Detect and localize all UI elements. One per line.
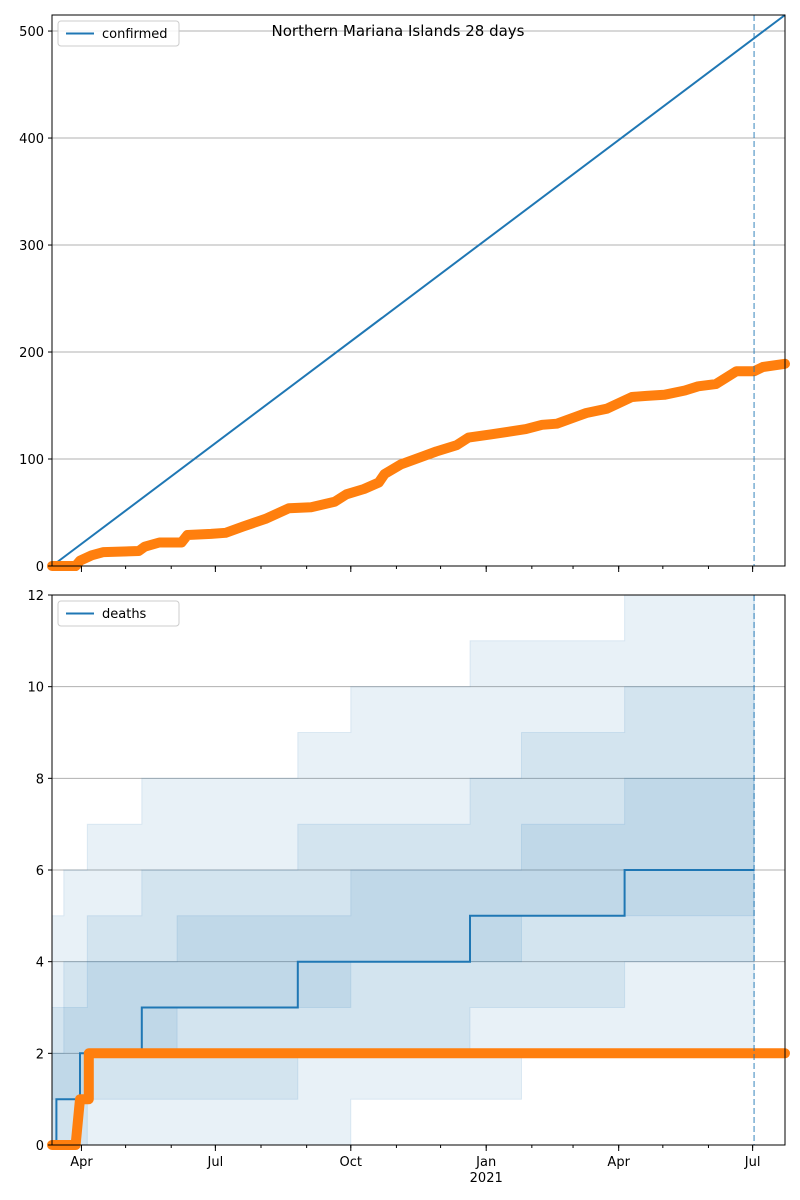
y-tick-label: 500 — [19, 25, 44, 40]
x-axis: Apr Jul Oct Jan Apr Jul 2021 — [70, 1145, 760, 1186]
x-tick-label: Jul — [207, 1155, 224, 1170]
y-tick-label: 12 — [27, 589, 44, 604]
legend-box — [57, 20, 180, 47]
x-tick-label: Jul — [744, 1155, 761, 1170]
legend-label: deaths — [102, 607, 147, 622]
observed-points — [47, 358, 790, 571]
confirmed-panel: 0 100 200 300 400 500 confirmed Northern Mari… — [19, 14, 790, 575]
y-tick-label: 200 — [19, 346, 44, 361]
y-tick-label: 300 — [19, 239, 44, 254]
deaths-panel: 0 2 4 6 8 10 12 Apr Jul Oct Jan Apr Jul 2021 deaths — [27, 589, 790, 1186]
series-group — [47, 14, 790, 571]
y-tick-label: 100 — [19, 453, 44, 468]
y-tick-label: 0 — [36, 1139, 44, 1154]
x-year-label: 2021 — [470, 1171, 503, 1186]
x-tick-label: Oct — [340, 1155, 362, 1170]
y-tick-label: 4 — [36, 956, 44, 971]
y-tick-label: 0 — [36, 560, 44, 575]
y-axis: 0 2 4 6 8 10 12 — [27, 589, 52, 1154]
y-tick-label: 8 — [36, 772, 44, 787]
legend-label: confirmed — [102, 27, 168, 42]
grid-lines — [52, 30, 785, 567]
series-line-confirmed — [51, 14, 786, 567]
legend[interactable]: deaths — [57, 600, 180, 627]
y-axis: 0 100 200 300 400 500 — [19, 25, 52, 575]
plot-frame — [51, 14, 786, 567]
x-tick-label: Jan — [475, 1155, 496, 1170]
y-tick-label: 10 — [27, 681, 44, 696]
y-tick-label: 6 — [36, 864, 44, 879]
y-tick-label: 400 — [19, 132, 44, 147]
legend[interactable]: confirmed — [57, 20, 180, 47]
legend-box — [57, 600, 180, 627]
x-tick-label: Apr — [607, 1155, 630, 1170]
series-line-deaths — [52, 869, 755, 1146]
x-tick-label: Apr — [70, 1155, 93, 1170]
x-axis — [80, 566, 754, 572]
chart-title: Northern Mariana Islands 28 days — [272, 22, 525, 40]
y-tick-label: 2 — [36, 1047, 44, 1062]
